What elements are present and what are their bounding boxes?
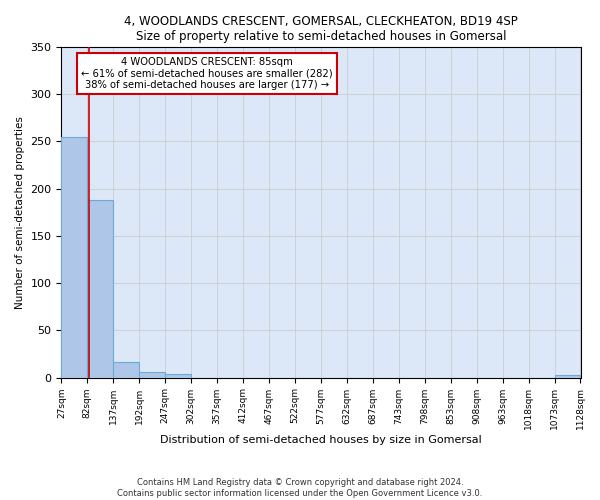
Text: Contains HM Land Registry data © Crown copyright and database right 2024.
Contai: Contains HM Land Registry data © Crown c… bbox=[118, 478, 482, 498]
Text: 4 WOODLANDS CRESCENT: 85sqm
← 61% of semi-detached houses are smaller (282)
38% : 4 WOODLANDS CRESCENT: 85sqm ← 61% of sem… bbox=[81, 57, 332, 90]
X-axis label: Distribution of semi-detached houses by size in Gomersal: Distribution of semi-detached houses by … bbox=[160, 435, 482, 445]
Bar bbox=[139, 372, 165, 378]
Bar bbox=[554, 375, 580, 378]
Y-axis label: Number of semi-detached properties: Number of semi-detached properties bbox=[15, 116, 25, 308]
Bar bbox=[88, 200, 113, 378]
Title: 4, WOODLANDS CRESCENT, GOMERSAL, CLECKHEATON, BD19 4SP
Size of property relative: 4, WOODLANDS CRESCENT, GOMERSAL, CLECKHE… bbox=[124, 15, 518, 43]
Bar bbox=[165, 374, 191, 378]
Bar bbox=[61, 136, 88, 378]
Bar bbox=[113, 362, 139, 378]
